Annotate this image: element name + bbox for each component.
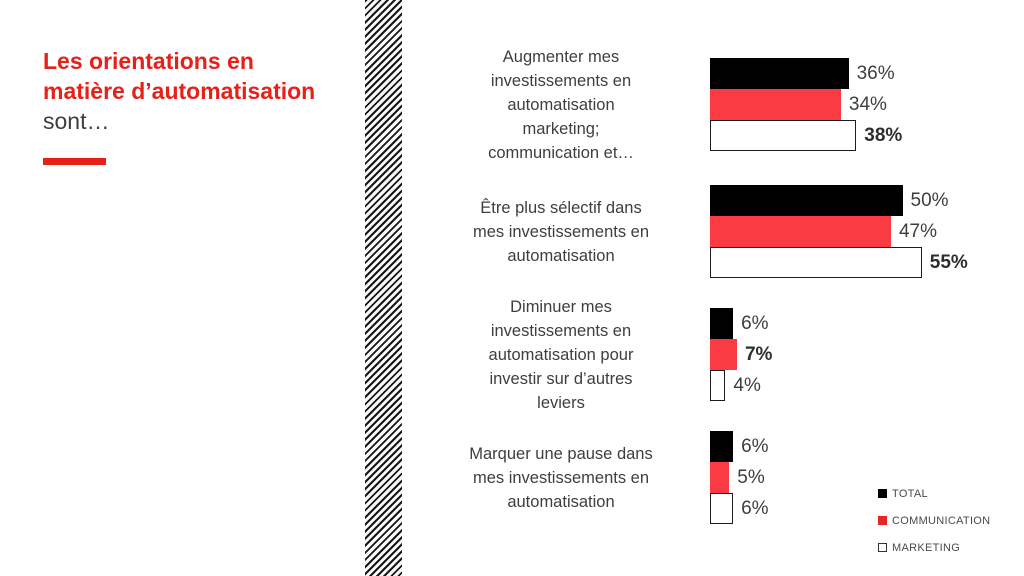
divider-hatch: [365, 0, 402, 576]
legend-label: COMMUNICATION: [892, 514, 991, 527]
category-label: Marquer une pause dans mes investissement…: [469, 444, 653, 511]
bar-total: [710, 58, 849, 89]
bar-communication: [710, 216, 891, 247]
value-label: 50%: [910, 189, 949, 211]
bar-marketing: [710, 493, 734, 524]
title-line-2: matière d’automatisation: [43, 78, 316, 104]
legend-swatch-total-icon: [878, 489, 887, 498]
value-label: 6%: [741, 312, 769, 334]
value-label: 7%: [744, 343, 773, 365]
value-label: 38%: [864, 124, 903, 146]
bar-communication: [710, 462, 730, 493]
value-label: 34%: [848, 93, 887, 115]
value-label: 55%: [929, 251, 968, 273]
value-label: 36%: [856, 62, 895, 84]
page-title: Les orientations en matière d’automatisa…: [43, 46, 373, 136]
value-label: 4%: [733, 374, 761, 396]
legend-label: MARKETING: [892, 541, 961, 554]
bar-total: [710, 431, 734, 462]
bar-marketing: [710, 247, 922, 278]
value-label: 5%: [737, 466, 765, 488]
legend-swatch-marketing-icon: [878, 543, 887, 552]
bar-communication: [710, 339, 737, 370]
category-label: Diminuer mes investissements en automatisa…: [488, 297, 634, 412]
title-line-1: Les orientations en: [43, 48, 254, 74]
chart-legend: TOTAL COMMUNICATION MARKETING: [878, 480, 990, 561]
legend-item: TOTAL: [878, 480, 990, 507]
value-label: 47%: [898, 220, 937, 242]
title-underline: [43, 158, 106, 165]
title-line-3: sont…: [43, 108, 110, 134]
legend-label: TOTAL: [892, 487, 928, 500]
bar-total: [710, 185, 903, 216]
legend-item: MARKETING: [878, 534, 990, 561]
legend-swatch-communication-icon: [878, 516, 887, 525]
bar-marketing: [710, 370, 726, 401]
value-label: 6%: [741, 435, 769, 457]
bar-marketing: [710, 120, 857, 151]
category-label: Être plus sélectif dans mes investissemen…: [472, 198, 650, 265]
legend-item: COMMUNICATION: [878, 507, 990, 534]
value-label: 6%: [741, 497, 769, 519]
bar-communication: [710, 89, 841, 120]
category-label: Augmenter mes investissements en automatis…: [488, 47, 634, 162]
bar-total: [710, 308, 734, 339]
